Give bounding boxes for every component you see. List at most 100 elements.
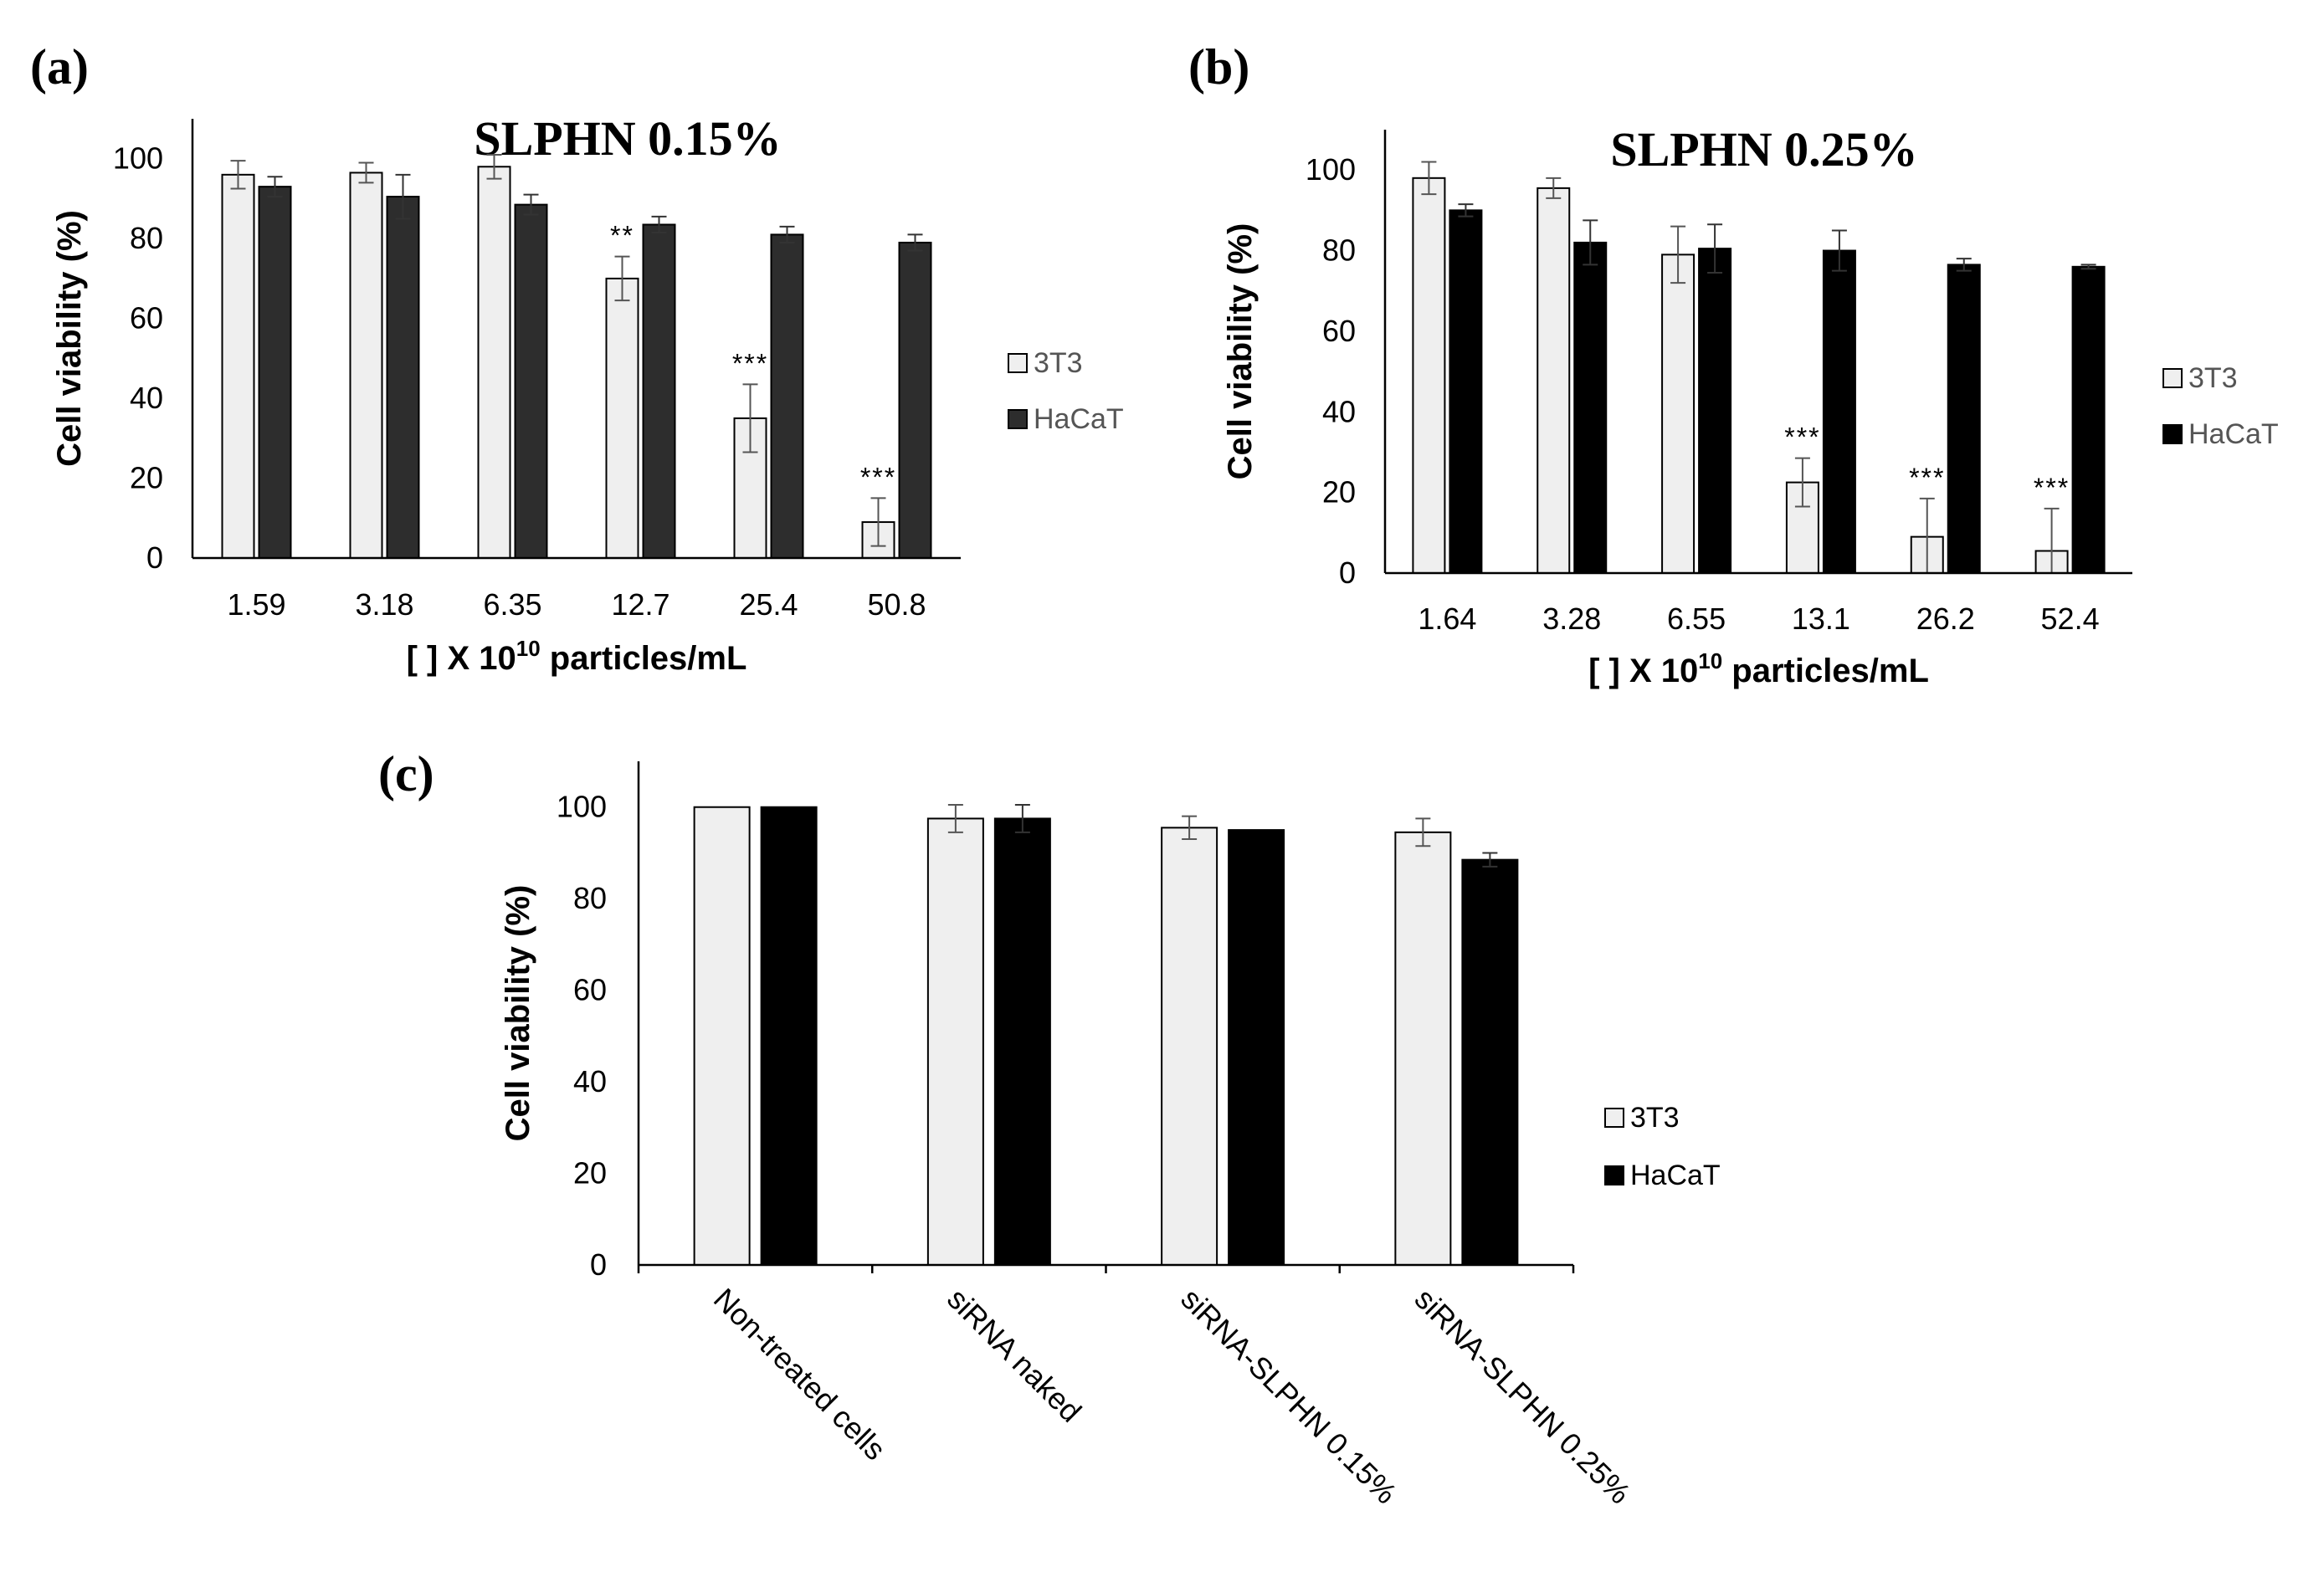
y-tick-label: 20 <box>1322 475 1356 509</box>
x-tick-label: 26.2 <box>1916 602 1975 636</box>
bar-3t3-1 <box>926 817 984 1266</box>
significance-marker: *** <box>1784 422 1820 453</box>
y-tick-label: 60 <box>130 301 163 335</box>
bar-3t3-0 <box>221 173 255 559</box>
error-bar-3t3-5 <box>870 497 886 547</box>
legend-label-hacat: HaCaT <box>1034 403 1124 435</box>
y-tick-label: 60 <box>1322 314 1356 348</box>
x-tick-label: 1.59 <box>227 587 285 622</box>
x-tick-label: 25.4 <box>739 587 798 622</box>
legend: 3T3 HaCaT <box>1008 347 1124 435</box>
y-tick-label: 0 <box>1339 556 1356 590</box>
y-tick-label: 0 <box>590 1247 607 1282</box>
x-tick-label: 13.1 <box>1792 602 1850 636</box>
bar-hacat-1 <box>1573 241 1608 574</box>
error-bar-hacat-5 <box>907 233 923 252</box>
y-tick-label: 80 <box>130 221 163 255</box>
bar-hacat-3 <box>1822 249 1856 574</box>
bar-3t3-3 <box>605 277 639 559</box>
y-tick-label: 100 <box>557 790 607 824</box>
legend-label-3t3: 3T3 <box>2188 362 2238 394</box>
bar-3t3-2 <box>477 166 511 559</box>
x-tick-label: 12.7 <box>611 587 669 622</box>
legend-label-3t3: 3T3 <box>1034 347 1083 379</box>
bar-hacat-5 <box>2071 265 2106 574</box>
bar-hacat-1 <box>386 196 420 559</box>
error-bar-hacat-5 <box>2080 264 2096 270</box>
legend: 3T3 HaCaT <box>1604 1102 1721 1191</box>
bar-hacat-2 <box>1698 248 1732 574</box>
legend-swatch-3t3 <box>1604 1108 1624 1128</box>
legend-swatch-hacat <box>1604 1165 1624 1185</box>
error-bar-3t3-1 <box>947 803 963 833</box>
significance-marker: *** <box>732 348 768 378</box>
bar-hacat-0 <box>1449 209 1483 574</box>
significance-marker: *** <box>2034 473 2070 503</box>
y-tick-label: 80 <box>1322 233 1356 268</box>
y-tick-label: 20 <box>130 461 163 495</box>
y-tick-label: 40 <box>573 1064 607 1098</box>
legend-label-hacat: HaCaT <box>2188 418 2279 450</box>
y-tick-label: 100 <box>1306 152 1356 187</box>
x-tick-label: 6.55 <box>1667 602 1726 636</box>
chart-title: SLPHN 0.15% <box>474 111 781 166</box>
error-bar-hacat-2 <box>1707 223 1723 274</box>
bar-3t3-1 <box>1537 187 1571 574</box>
x-axis-title-prefix: [ ] X 10 <box>407 640 516 677</box>
x-axis-title-prefix: [ ] X 10 <box>1588 653 1698 689</box>
legend-label-3t3: 3T3 <box>1630 1102 1680 1134</box>
panel-label: (b) <box>1188 39 1249 95</box>
significance-marker: *** <box>860 462 896 492</box>
error-bar-hacat-1 <box>1583 219 1598 266</box>
legend-swatch-hacat <box>2162 424 2183 444</box>
legend-swatch-3t3 <box>1008 353 1028 373</box>
error-bar-hacat-0 <box>1458 203 1474 218</box>
error-bar-3t3-3 <box>614 255 630 302</box>
bar-3t3-1 <box>349 172 383 559</box>
error-bar-hacat-3 <box>1831 229 1847 272</box>
bar-hacat-1 <box>993 817 1051 1266</box>
error-bar-3t3-2 <box>1182 815 1198 841</box>
bar-3t3-0 <box>693 806 751 1266</box>
error-bar-hacat-0 <box>267 176 283 198</box>
bar-hacat-2 <box>1228 829 1285 1266</box>
x-tick-label: 50.8 <box>867 587 926 622</box>
panel-label: (c) <box>378 746 434 801</box>
x-axis-title-suffix: particles/mL <box>1722 653 1929 689</box>
error-bar-3t3-4 <box>742 383 758 453</box>
y-tick-label: 80 <box>573 881 607 915</box>
x-tick-label: 3.18 <box>355 587 413 622</box>
chart-title: SLPHN 0.25% <box>1610 122 1917 177</box>
x-axis-title-exponent: 10 <box>516 636 541 661</box>
legend: 3T3 HaCaT <box>2162 362 2279 450</box>
y-tick-label: 60 <box>573 973 607 1007</box>
error-bar-3t3-2 <box>486 153 502 180</box>
error-bar-3t3-2 <box>1670 225 1686 284</box>
error-bar-hacat-3 <box>1482 852 1498 868</box>
y-tick-label: 0 <box>146 540 163 575</box>
x-tick-label: 1.64 <box>1418 602 1476 636</box>
y-tick-label: 40 <box>130 381 163 415</box>
bar-3t3-2 <box>1161 827 1218 1266</box>
bar-3t3-0 <box>1412 177 1446 574</box>
error-bar-3t3-3 <box>1415 817 1431 847</box>
bar-hacat-2 <box>514 203 548 559</box>
y-axis-title: Cell viability (%) <box>51 210 88 467</box>
y-tick-label: 100 <box>113 141 163 176</box>
error-bar-hacat-4 <box>1956 258 1972 272</box>
y-axis-title: Cell viability (%) <box>1222 223 1259 480</box>
panel-label: (a) <box>30 39 89 95</box>
bar-hacat-4 <box>770 233 804 559</box>
bar-hacat-3 <box>1461 858 1519 1267</box>
x-tick-label: 6.35 <box>483 587 541 622</box>
error-bar-hacat-4 <box>779 225 795 243</box>
legend-swatch-hacat <box>1008 409 1028 429</box>
x-axis-title: [ ] X 1010 particles/mL <box>407 636 747 677</box>
significance-marker: *** <box>1909 463 1945 493</box>
error-bar-3t3-1 <box>1546 177 1562 199</box>
bar-hacat-0 <box>258 186 292 560</box>
bar-3t3-3 <box>1394 831 1452 1266</box>
x-axis-title-exponent: 10 <box>1698 648 1722 673</box>
x-axis-title-suffix: particles/mL <box>541 640 747 677</box>
